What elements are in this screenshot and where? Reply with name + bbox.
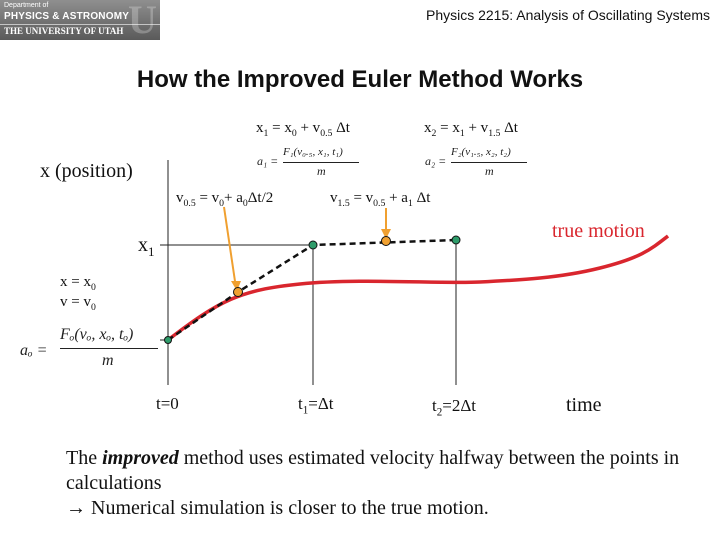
equation-v15: v1.5 = v0.5 + a1 Δt bbox=[330, 190, 431, 209]
course-title: Physics 2215: Analysis of Oscillating Sy… bbox=[425, 7, 710, 23]
label-t1: t1=Δt bbox=[298, 394, 334, 417]
euler-step-path bbox=[167, 238, 457, 342]
equation-x1: x1 = x0 + v0.5 Δt bbox=[256, 120, 350, 139]
point-x1 bbox=[308, 240, 318, 250]
formula-a0: aₒ = Fₒ(vₒ, xₒ, tₒ) m bbox=[20, 322, 160, 374]
logo-line-3: THE UNIVERSITY OF UTAH bbox=[4, 26, 124, 36]
midpoint-v05 bbox=[233, 287, 243, 297]
axis-label-time: time bbox=[566, 394, 602, 416]
label-t2: t2=2Δt bbox=[432, 396, 477, 419]
equation-x2: x2 = x1 + v1.5 Δt bbox=[424, 120, 518, 139]
slide-title: How the Improved Euler Method Works bbox=[136, 66, 584, 93]
logo-line-2: PHYSICS & ASTRONOMY bbox=[4, 11, 130, 22]
axis-label-position: x (position) bbox=[40, 160, 133, 182]
x1-label: x1 bbox=[138, 234, 155, 259]
explanation-text: The improved method uses estimated veloc… bbox=[66, 446, 706, 521]
initial-velocity: v = v0 bbox=[60, 294, 96, 313]
pointer-v15-arrowhead bbox=[381, 229, 391, 239]
true-motion-curve bbox=[166, 234, 670, 342]
formula-a2: a₂ = F₂(v₁.₅, x₂, t₂) m bbox=[425, 146, 535, 182]
midpoint-v15 bbox=[381, 236, 391, 246]
equation-v05: v0.5 = v0+ a0Δt/2 bbox=[176, 190, 274, 209]
logo-rule bbox=[0, 24, 160, 25]
true-motion-label: true motion bbox=[552, 220, 645, 242]
university-emblem-icon: U bbox=[128, 0, 157, 40]
label-t0: t=0 bbox=[156, 394, 179, 413]
header-bar: Department of PHYSICS & ASTRONOMY THE UN… bbox=[0, 0, 720, 40]
pointer-v05 bbox=[223, 206, 237, 289]
logo-line-1: Department of bbox=[4, 2, 49, 9]
initial-position: x = x0 bbox=[60, 274, 96, 293]
explanation-line-1: The improved method uses estimated veloc… bbox=[66, 447, 680, 494]
department-logo: Department of PHYSICS & ASTRONOMY THE UN… bbox=[0, 0, 160, 40]
explanation-line-2: → Numerical simulation is closer to the … bbox=[66, 497, 489, 519]
pointer-v05-arrowhead bbox=[231, 281, 241, 291]
point-x2 bbox=[451, 235, 461, 245]
point-x0 bbox=[164, 336, 172, 344]
formula-a1: a₁ = F₁(v₀.₅, x₁, t₁) m bbox=[257, 146, 367, 182]
